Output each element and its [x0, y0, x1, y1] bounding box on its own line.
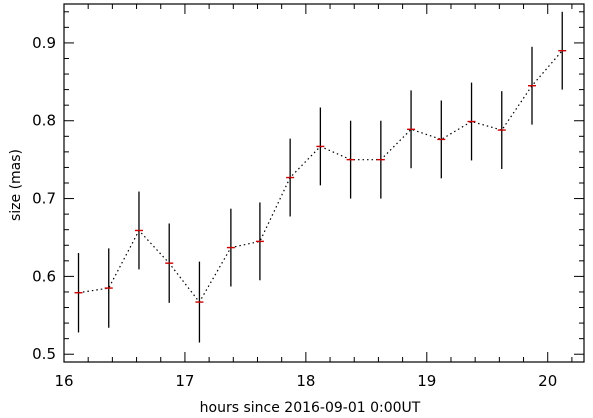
x-tick-label: 17 — [175, 372, 194, 390]
x-axis: 16 17 18 19 20 — [54, 4, 573, 390]
y-tick-label: 0.6 — [32, 267, 56, 285]
y-tick-label: 0.9 — [32, 34, 56, 52]
y-axis: 0.5 0.6 0.7 0.8 0.9 — [32, 11, 584, 363]
x-axis-title: hours since 2016-09-01 0:00UT — [200, 400, 421, 416]
x-tick-label: 20 — [538, 372, 557, 390]
y-tick-label: 0.8 — [32, 112, 56, 130]
plot-area — [63, 3, 585, 363]
x-tick-label: 18 — [296, 372, 315, 390]
plot-frame — [63, 3, 585, 363]
y-tick-label: 0.5 — [32, 345, 56, 363]
x-tick-label: 16 — [54, 372, 73, 390]
y-axis-title: size (mas) — [8, 149, 24, 221]
x-tick-label: 19 — [417, 372, 436, 390]
y-tick-label: 0.7 — [32, 190, 56, 208]
